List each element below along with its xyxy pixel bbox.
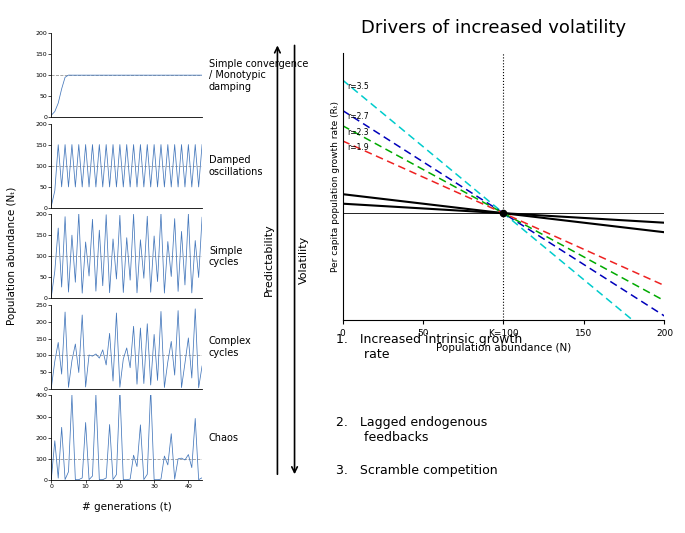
Text: Predictability: Predictability — [264, 223, 274, 296]
Y-axis label: Per capita population growth rate (Rₜ): Per capita population growth rate (Rₜ) — [331, 101, 340, 272]
Text: # generations (t): # generations (t) — [82, 502, 172, 512]
Text: Drivers of increased volatility: Drivers of increased volatility — [360, 19, 626, 37]
Text: Simple convergence
/ Monotypic
damping: Simple convergence / Monotypic damping — [209, 59, 308, 92]
Text: r=1.9: r=1.9 — [347, 143, 369, 152]
Text: Volatility: Volatility — [299, 236, 309, 284]
Text: Simple
cycles: Simple cycles — [209, 246, 242, 267]
Text: Population abundance (Nₜ): Population abundance (Nₜ) — [8, 187, 17, 325]
Text: Chaos: Chaos — [209, 433, 239, 442]
Text: r=2.7: r=2.7 — [347, 112, 369, 122]
X-axis label: Population abundance (N): Population abundance (N) — [436, 343, 571, 353]
Text: 1.   Increased intrinsic growth
       rate: 1. Increased intrinsic growth rate — [336, 333, 522, 361]
Text: Complex
cycles: Complex cycles — [209, 336, 251, 358]
Text: r=2.3: r=2.3 — [347, 127, 369, 136]
Text: r=3.5: r=3.5 — [347, 82, 369, 91]
Text: 2.   Lagged endogenous
       feedbacks: 2. Lagged endogenous feedbacks — [336, 416, 487, 444]
Text: Damped
oscillations: Damped oscillations — [209, 155, 264, 176]
Text: 3.   Scramble competition: 3. Scramble competition — [336, 464, 497, 477]
